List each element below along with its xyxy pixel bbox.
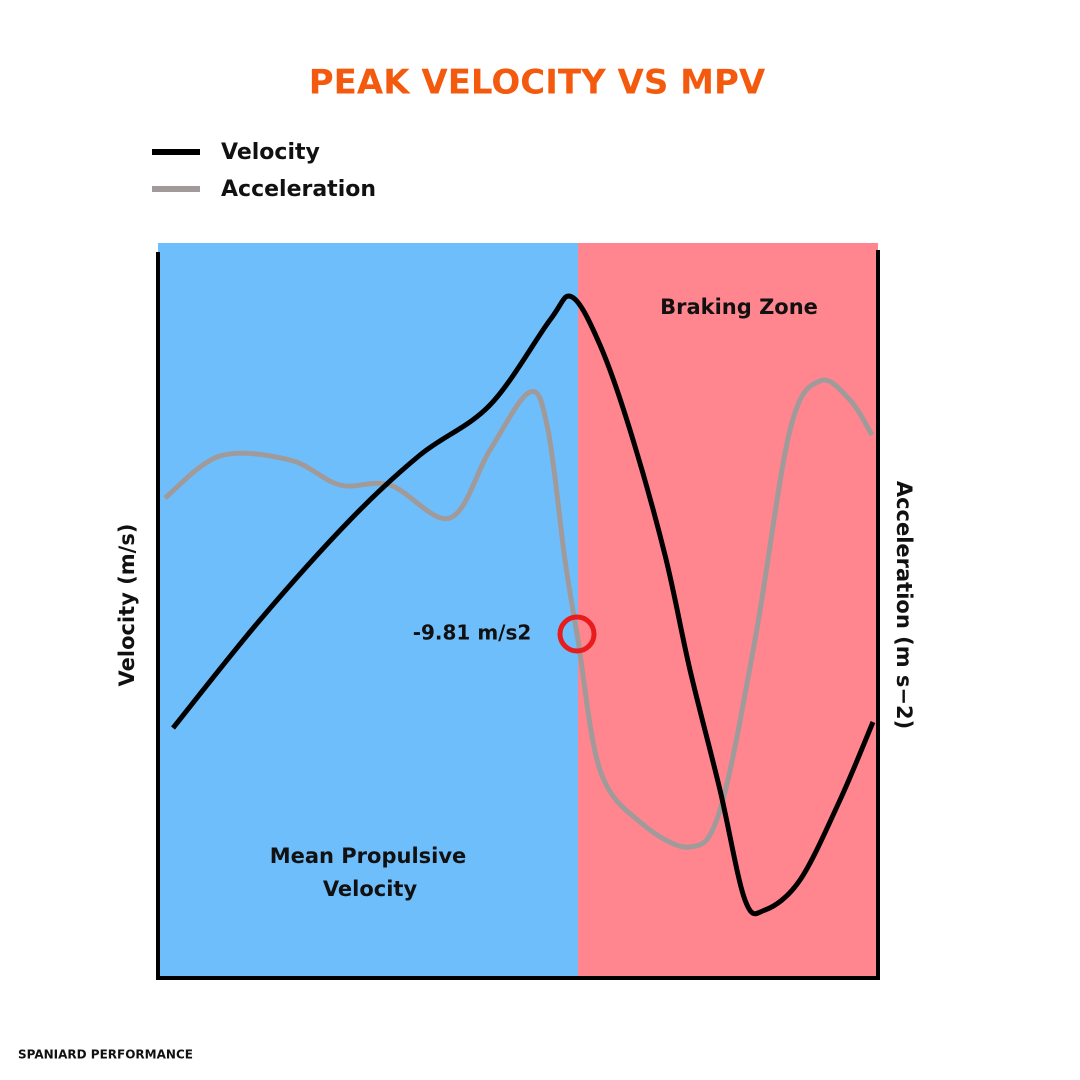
highlight-circle [557, 614, 597, 654]
right-axis-label: Acceleration (m s−2) [892, 481, 916, 729]
annotation: -9.81 m/s2 [413, 621, 532, 645]
footer: SPANIARD PERFORMANCE [18, 1048, 193, 1062]
title: PEAK VELOCITY VS MPV [309, 63, 766, 103]
left-axis-label: Velocity (m/s) [115, 524, 139, 687]
velocity-curve [171, 293, 876, 917]
zone-label: Velocity [323, 877, 418, 901]
propulsive-zone [158, 243, 578, 978]
legend-label: Velocity [221, 140, 320, 165]
acceleration-curve [163, 377, 875, 850]
zone-label: Braking Zone [660, 295, 818, 319]
legend-label: Acceleration [221, 177, 376, 202]
braking-zone [578, 243, 878, 978]
zone-label: Mean Propulsive [270, 844, 467, 868]
